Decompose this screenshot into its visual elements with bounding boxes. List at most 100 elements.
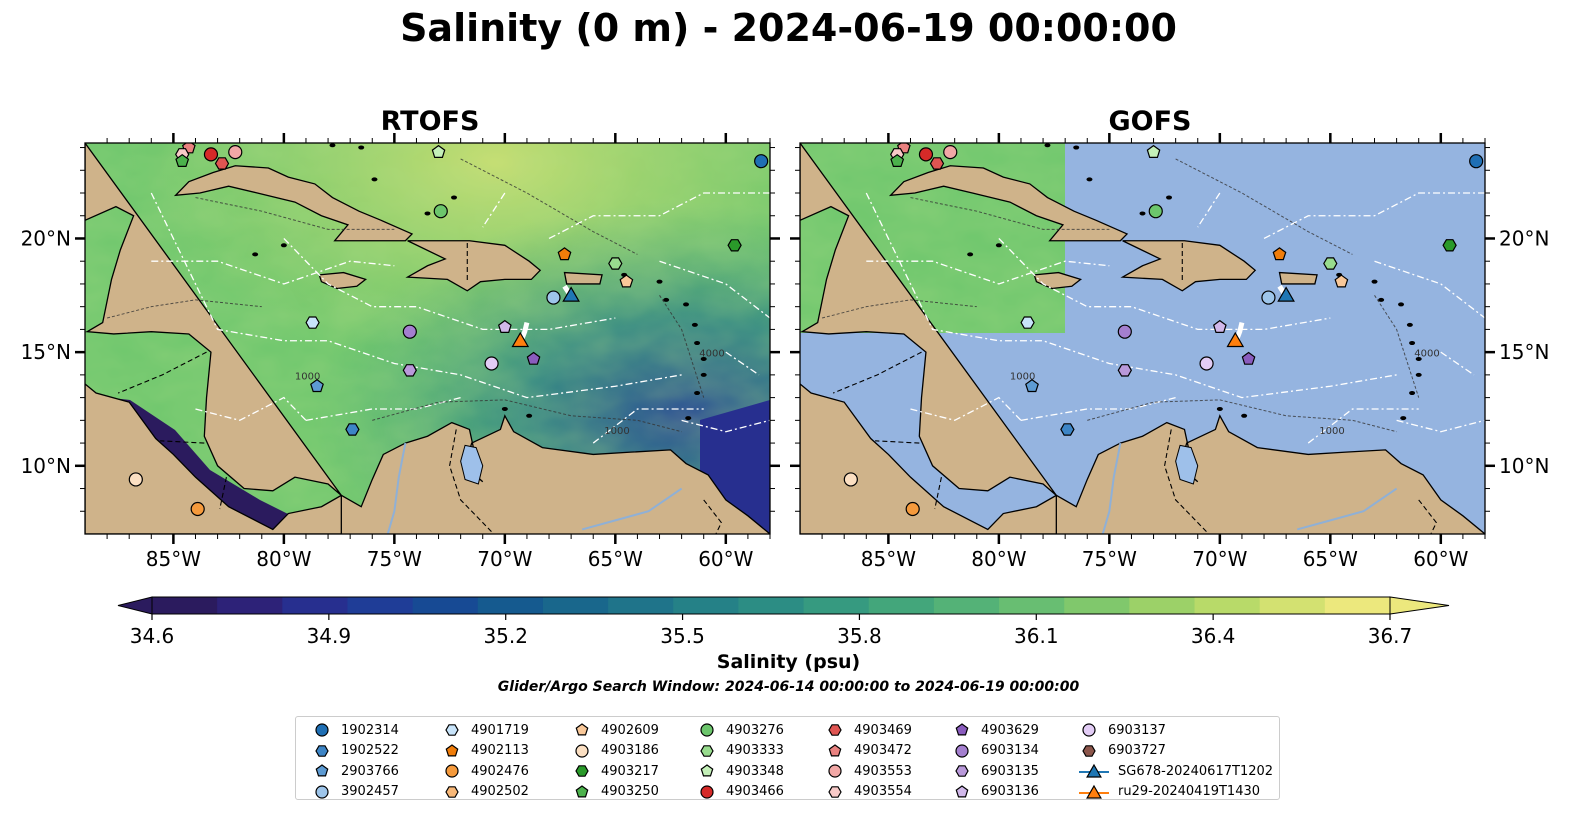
figure-title: Salinity (0 m) - 2024-06-19 00:00:00 xyxy=(400,6,1177,50)
legend-item: ru29-20240419T1430 xyxy=(1078,782,1260,802)
float-4903333 xyxy=(1323,257,1338,270)
rtofs-map: 1000 1000 4000 xyxy=(85,143,770,534)
contour-label: 4000 xyxy=(1414,349,1439,360)
float-6903134 xyxy=(402,324,417,339)
legend-item: 4903553 xyxy=(824,761,912,781)
country-border xyxy=(219,477,227,510)
legend-marker xyxy=(700,744,714,757)
lon-tick-label: 70°W xyxy=(477,547,532,571)
small-island xyxy=(1415,372,1422,377)
float-4903629 xyxy=(1241,351,1256,365)
colorbar-tick-label: 35.2 xyxy=(483,624,528,648)
float-1902314 xyxy=(1469,154,1484,169)
legend-marker xyxy=(1082,723,1096,737)
bathymetry-contour xyxy=(1374,295,1420,398)
legend-label: 6903137 xyxy=(1108,722,1166,738)
small-island xyxy=(656,279,663,284)
legend-symbol xyxy=(445,743,459,756)
legend-symbol xyxy=(828,743,842,756)
legend-marker xyxy=(445,764,459,778)
legend-item: 4903186 xyxy=(571,741,659,761)
legend-marker xyxy=(1082,744,1096,757)
bathymetry-contour xyxy=(195,197,395,230)
eez-line xyxy=(1396,419,1485,433)
float-2903766 xyxy=(1025,378,1039,393)
colorbar-tick-label: 34.6 xyxy=(130,624,175,648)
lon-tick-label: 70°W xyxy=(1192,547,1247,571)
colorbar-segment xyxy=(673,597,740,614)
legend-marker xyxy=(315,784,329,799)
eez-line xyxy=(725,351,760,376)
small-island xyxy=(371,177,378,182)
legend-item: 4901719 xyxy=(441,720,529,740)
legend-symbol xyxy=(700,784,714,799)
lat-tick-label: 20°N xyxy=(21,226,71,250)
legend-symbol xyxy=(575,784,589,797)
legend-symbol xyxy=(315,764,329,777)
legend-label: 4903250 xyxy=(601,784,659,799)
colorbar-tick-label: 34.9 xyxy=(307,624,352,648)
land-polygon xyxy=(563,271,603,285)
legend-item: 4902476 xyxy=(441,761,529,781)
legend-symbol xyxy=(1082,723,1096,737)
eez-line xyxy=(910,396,1022,422)
country-border xyxy=(117,351,207,394)
legend-label: SG678-20240617T1202 xyxy=(1118,763,1274,779)
legend-symbol xyxy=(700,723,714,737)
small-island xyxy=(967,252,974,257)
legend-marker xyxy=(575,743,589,758)
legend-item: 1902314 xyxy=(311,720,399,740)
colorbar-segment xyxy=(217,597,283,614)
country-border xyxy=(875,440,920,444)
small-island xyxy=(501,406,508,411)
glider-SG678-20240617T1202 xyxy=(1277,286,1295,302)
legend-label: ru29-20240419T1430 xyxy=(1118,784,1261,799)
axis-ticks: 85°W 80°W 75°W 70°W 65°W 60°W 10°N 15°N 20°N 85°W… xyxy=(21,133,1549,571)
eez-boundaries: 1000 1000 4000 xyxy=(821,158,1485,444)
float-6903136 xyxy=(1212,319,1227,333)
legend-symbol xyxy=(575,765,589,777)
eez-line xyxy=(1307,408,1419,444)
rtofs-panel-title: RTOFS xyxy=(380,106,480,137)
legend-symbol xyxy=(315,744,329,757)
legend-label: 4902113 xyxy=(471,743,529,758)
legend-marker xyxy=(445,785,459,798)
gofs-panel-title: GOFS xyxy=(1108,106,1192,137)
colorbar-tick-label: 35.5 xyxy=(660,624,705,648)
eez-line xyxy=(548,192,770,240)
legend-label: 6903134 xyxy=(981,743,1039,758)
small-island xyxy=(1241,413,1248,418)
legend-item: 4903276 xyxy=(696,720,784,740)
eez-line xyxy=(195,396,307,422)
legend-symbol xyxy=(315,784,329,799)
river xyxy=(1296,487,1398,531)
legend-item: 6903136 xyxy=(951,782,1039,802)
colorbar-segment xyxy=(803,597,870,614)
country-border xyxy=(1418,499,1438,534)
colorbar-ticks: 34.6 34.9 35.2 35.5 35.8 36.1 36.4 36.7 xyxy=(130,614,1412,648)
small-island xyxy=(694,391,701,396)
float-4903553 xyxy=(943,144,958,160)
colorbar-segment xyxy=(347,597,414,614)
small-island xyxy=(1166,195,1173,200)
lat-tick-label: 10°N xyxy=(1499,454,1549,478)
colorbar-segment xyxy=(412,597,479,614)
small-island xyxy=(358,145,365,150)
legend-marker xyxy=(828,743,842,756)
float-4903217 xyxy=(727,239,742,252)
legend-marker xyxy=(955,765,969,777)
colorbar-segment xyxy=(282,597,349,614)
legend-label: 6903135 xyxy=(981,763,1039,779)
contour-label: 1000 xyxy=(1010,371,1035,382)
land-polygon xyxy=(318,271,368,290)
eez-line xyxy=(305,396,461,421)
eez-boundaries: 1000 1000 4000 xyxy=(106,158,770,444)
legend-label: 4901719 xyxy=(471,722,529,738)
legend-symbol xyxy=(955,743,969,758)
float-4902476 xyxy=(190,501,205,517)
colorbar-segment xyxy=(1324,597,1391,614)
float-2903766 xyxy=(310,378,324,393)
country-border xyxy=(1164,429,1210,534)
river xyxy=(1101,442,1122,534)
lon-tick-label: 85°W xyxy=(146,547,201,571)
